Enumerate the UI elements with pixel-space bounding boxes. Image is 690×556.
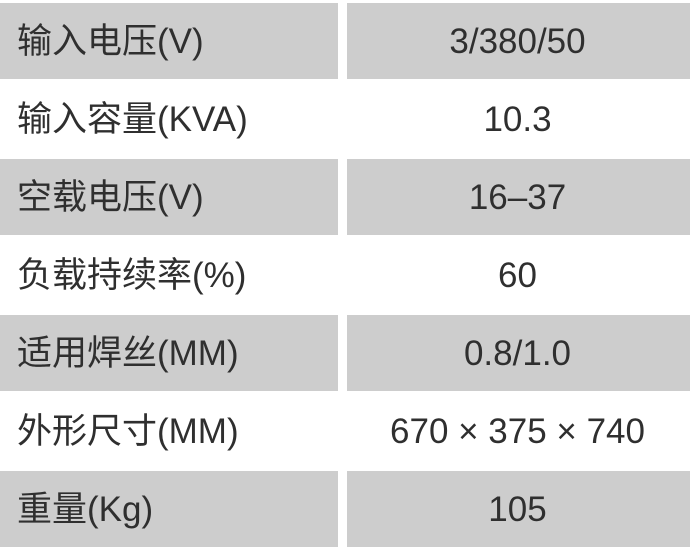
column-divider <box>338 159 347 235</box>
spec-value-cell: 670 × 375 × 740 <box>347 393 690 469</box>
spec-label-cell: 负载持续率(%) <box>0 237 338 313</box>
column-divider <box>338 237 347 313</box>
column-divider <box>338 315 347 391</box>
spec-value-cell: 105 <box>347 471 690 547</box>
table-row: 外形尺寸(MM) 670 × 375 × 740 <box>0 393 690 469</box>
spec-value-cell: 3/380/50 <box>347 3 690 79</box>
spec-value-cell: 10.3 <box>347 81 690 157</box>
column-divider <box>338 81 347 157</box>
spec-label-cell: 外形尺寸(MM) <box>0 393 338 469</box>
spec-label-cell: 输入电压(V) <box>0 3 338 79</box>
spec-label-cell: 空载电压(V) <box>0 159 338 235</box>
specification-table: 输入电压(V) 3/380/50 输入容量(KVA) 10.3 空载电压(V) … <box>0 3 690 556</box>
column-divider <box>338 3 347 79</box>
spec-value-cell: 60 <box>347 237 690 313</box>
spec-value-cell: 0.8/1.0 <box>347 315 690 391</box>
table-row: 空载电压(V) 16–37 <box>0 159 690 235</box>
table-row: 适用焊丝(MM) 0.8/1.0 <box>0 315 690 391</box>
column-divider <box>338 393 347 469</box>
table-row: 负载持续率(%) 60 <box>0 237 690 313</box>
table-row: 输入容量(KVA) 10.3 <box>0 81 690 157</box>
column-divider <box>338 471 347 547</box>
table-row: 输入电压(V) 3/380/50 <box>0 3 690 79</box>
spec-label-cell: 适用焊丝(MM) <box>0 315 338 391</box>
spec-label-cell: 重量(Kg) <box>0 471 338 547</box>
table-row: 重量(Kg) 105 <box>0 471 690 547</box>
spec-value-cell: 16–37 <box>347 159 690 235</box>
spec-label-cell: 输入容量(KVA) <box>0 81 338 157</box>
